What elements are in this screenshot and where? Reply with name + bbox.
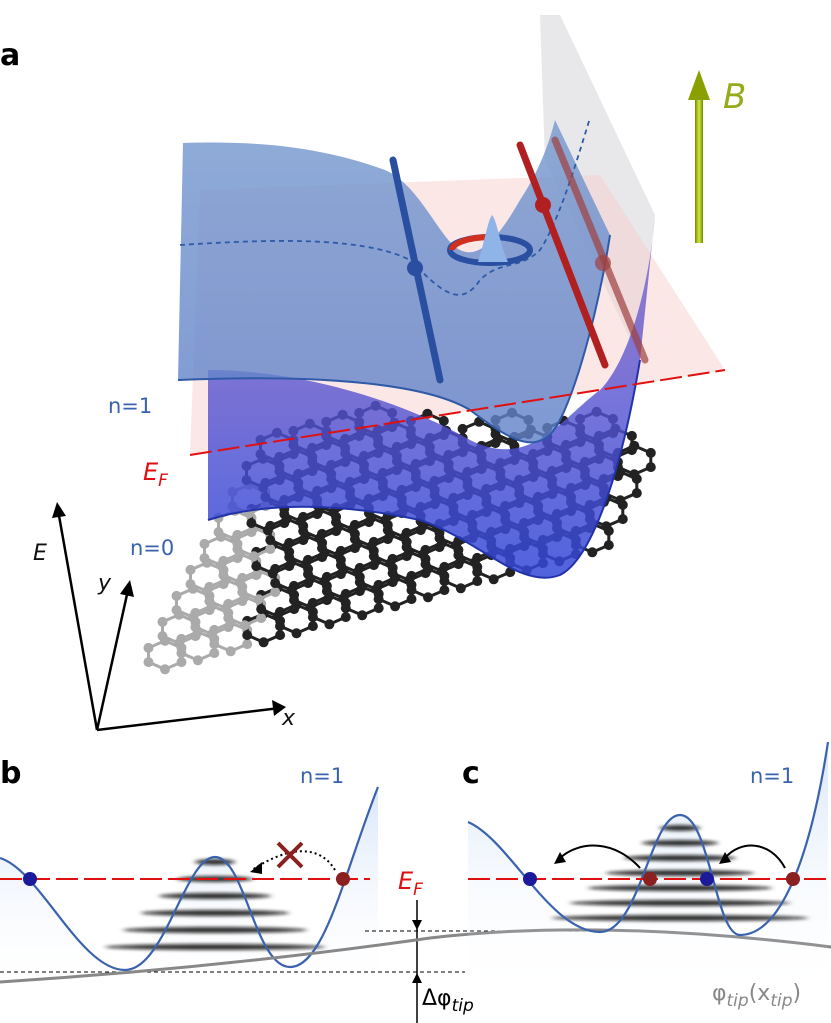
transfer-path bbox=[559, 844, 786, 869]
stripe bbox=[159, 893, 271, 899]
stripe bbox=[570, 900, 790, 906]
state bbox=[336, 872, 350, 886]
level-label: n=1 bbox=[300, 764, 344, 788]
potential-curve bbox=[0, 786, 380, 972]
rod bbox=[516, 141, 609, 369]
axis-label: y bbox=[97, 571, 112, 596]
state bbox=[595, 255, 611, 271]
axis-label: E bbox=[33, 541, 47, 566]
stripe bbox=[624, 855, 736, 861]
stripe bbox=[552, 915, 808, 921]
fermi-sub: F bbox=[158, 471, 168, 491]
level-label: n=1 bbox=[108, 394, 152, 418]
potential-curve bbox=[467, 741, 830, 937]
axis bbox=[96, 706, 281, 732]
potential-part: (x bbox=[749, 981, 771, 1006]
stripe bbox=[105, 944, 325, 950]
panel-label: b bbox=[0, 756, 21, 791]
stripe bbox=[588, 885, 772, 891]
state bbox=[535, 197, 551, 213]
panel-label: a bbox=[0, 38, 20, 73]
fermi-main: E bbox=[143, 458, 159, 486]
fermi-sub: F bbox=[413, 880, 423, 900]
potential-part: φ bbox=[712, 981, 727, 1006]
state bbox=[786, 872, 800, 886]
state bbox=[523, 872, 537, 886]
fermi-main: E bbox=[398, 867, 414, 895]
level-sheet bbox=[178, 120, 610, 443]
axis-label: x bbox=[281, 706, 296, 731]
rod bbox=[551, 136, 649, 364]
shift-sub: tip bbox=[452, 996, 474, 1016]
fermi-label: EF bbox=[143, 458, 168, 491]
field-arrow-head bbox=[688, 70, 710, 100]
plane bbox=[540, 15, 655, 360]
state bbox=[700, 872, 714, 886]
orbit bbox=[448, 234, 491, 251]
axes bbox=[56, 509, 281, 732]
field-arrow bbox=[695, 95, 703, 243]
axis bbox=[56, 509, 99, 731]
shift-main: Δφ bbox=[422, 986, 452, 1011]
peak bbox=[478, 215, 508, 262]
shift-label: Δφtip bbox=[422, 986, 474, 1016]
potential-part: ) bbox=[793, 981, 802, 1006]
arrow-head bbox=[250, 862, 262, 874]
fermi-label: EF bbox=[398, 867, 423, 900]
fermi-line bbox=[189, 369, 726, 456]
level-label: n=1 bbox=[750, 764, 794, 788]
state bbox=[23, 872, 37, 886]
stripe bbox=[606, 870, 754, 876]
sheet-edge bbox=[177, 234, 611, 444]
cross bbox=[276, 841, 304, 869]
sheet-edge bbox=[207, 359, 641, 579]
stripe bbox=[642, 840, 718, 846]
stripe bbox=[123, 927, 307, 933]
blocked-path bbox=[251, 850, 336, 871]
state bbox=[643, 872, 657, 886]
potential-sub: tip bbox=[770, 991, 792, 1011]
potential-label: φtip(xtip) bbox=[712, 981, 801, 1011]
axis bbox=[95, 589, 130, 731]
state bbox=[407, 260, 423, 276]
edge-states bbox=[389, 136, 649, 384]
potential-sub: tip bbox=[727, 991, 749, 1011]
stripe bbox=[141, 910, 289, 916]
stripe bbox=[660, 825, 700, 831]
panel-label: c bbox=[462, 756, 480, 791]
field-label: B bbox=[723, 77, 746, 117]
level-label: n=0 bbox=[130, 536, 174, 560]
level-sheet bbox=[208, 215, 655, 578]
